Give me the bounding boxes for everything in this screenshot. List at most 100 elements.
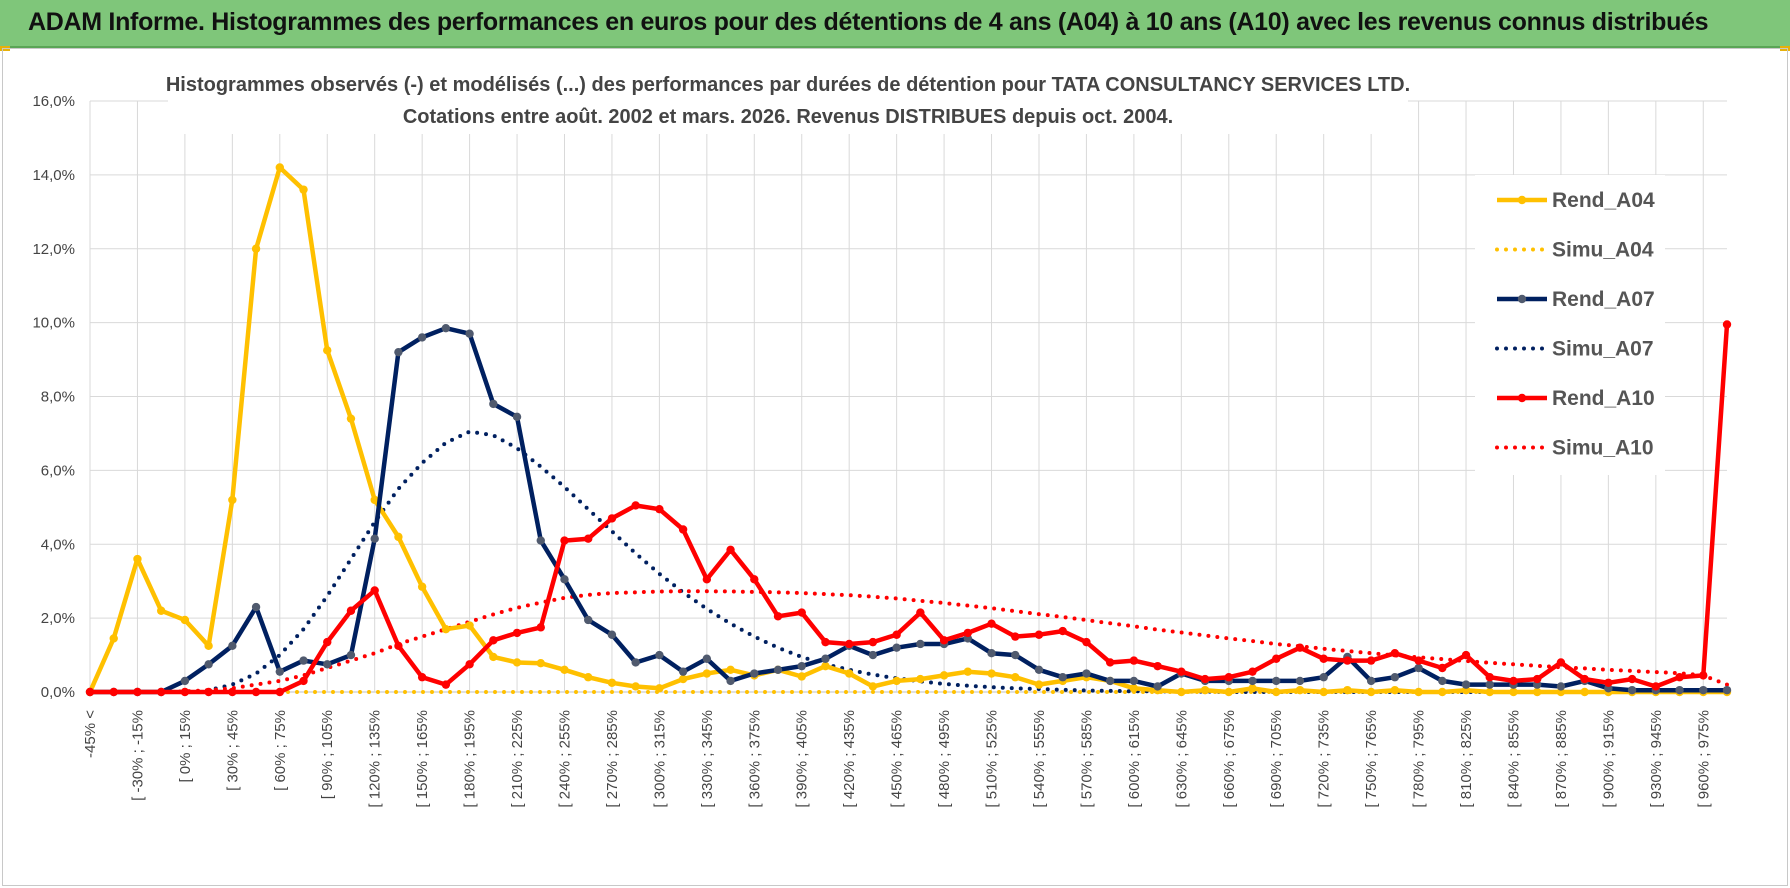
data-point: [346, 414, 356, 423]
data-point: [584, 615, 593, 625]
data-point: [1604, 678, 1613, 687]
x-tick-label: [ 60% ; 75%: [272, 710, 289, 791]
data-point: [323, 660, 332, 669]
data-point: [916, 674, 925, 684]
data-point: [441, 625, 451, 634]
x-tick-label: [ 30% ; 45%: [224, 710, 241, 791]
data-point: [1461, 680, 1471, 689]
data-point: [228, 495, 237, 505]
data-point: [133, 687, 142, 697]
data-point: [916, 608, 925, 617]
legend-marker: [1517, 294, 1527, 304]
data-point: [180, 687, 190, 697]
data-point: [1651, 682, 1661, 691]
x-tick-label: [ 840% ; 855%: [1505, 710, 1522, 808]
legend-label: Simu_A10: [1552, 437, 1654, 460]
data-point: [1224, 673, 1233, 682]
series-line-rend-a10: [90, 324, 1730, 695]
data-point: [1105, 676, 1115, 686]
data-point: [299, 676, 308, 686]
y-tick-label: 4,0%: [41, 536, 75, 553]
data-point: [1366, 656, 1376, 665]
data-point: [1248, 684, 1257, 693]
x-tick-label: [ 150% ; 165%: [414, 710, 431, 808]
x-tick-label: [ 540% ; 555%: [1031, 710, 1048, 808]
data-point: [773, 665, 783, 675]
data-point: [607, 630, 617, 639]
data-point: [417, 673, 427, 682]
data-point: [607, 514, 617, 523]
data-point: [536, 623, 545, 632]
data-point: [1248, 667, 1257, 676]
data-point: [1177, 687, 1186, 697]
y-tick-label: 10,0%: [32, 315, 75, 332]
data-point: [1438, 687, 1447, 697]
data-point: [204, 687, 213, 697]
y-tick-label: 16,0%: [32, 93, 75, 110]
data-point: [1580, 674, 1589, 684]
x-tick-label: [ 480% ; 495%: [936, 710, 953, 808]
data-point: [489, 636, 498, 645]
data-point: [1034, 680, 1044, 689]
x-tick-label: [ 780% ; 795%: [1411, 710, 1428, 808]
data-point: [1485, 687, 1494, 697]
data-point: [394, 347, 403, 357]
legend-marker: [1517, 195, 1527, 205]
x-tick-label: [ 660% ; 675%: [1221, 710, 1238, 808]
data-point: [678, 674, 688, 684]
data-point: [156, 687, 166, 697]
data-point: [726, 545, 735, 554]
data-point: [1699, 685, 1708, 695]
x-tick-label: [ 300% ; 315%: [651, 710, 668, 808]
data-point: [987, 669, 996, 678]
data-point: [417, 582, 427, 591]
data-point: [204, 660, 213, 669]
series-line-rend-a04: [87, 165, 1727, 695]
data-point: [655, 650, 664, 660]
data-point: [1248, 676, 1257, 686]
data-point: [631, 682, 640, 691]
data-point: [1295, 685, 1305, 695]
gridlines: [89, 100, 1727, 693]
data-point: [797, 672, 806, 681]
data-point: [987, 619, 996, 628]
legend-label: Rend_A04: [1552, 189, 1655, 212]
data-point: [1675, 673, 1684, 682]
chart-frame: [2, 48, 1788, 886]
x-tick-label: [ 750% ; 765%: [1363, 710, 1380, 808]
x-tick-label: [ 450% ; 465%: [889, 710, 906, 808]
data-point: [963, 667, 973, 676]
x-tick-label: [ 90% ; 105%: [319, 710, 336, 799]
data-point: [1414, 687, 1423, 697]
chart-title-line1: Histogrammes observés (-) et modélisés (…: [166, 74, 1410, 96]
data-point: [417, 333, 427, 342]
data-point: [821, 637, 830, 647]
data-point: [346, 650, 356, 660]
y-tick-label: 0,0%: [41, 684, 75, 701]
data-point: [1177, 667, 1186, 676]
data-point: [1082, 637, 1091, 647]
legend-label: Simu_A07: [1552, 338, 1654, 361]
data-point: [1485, 673, 1494, 682]
x-tick-label: [ 720% ; 735%: [1316, 710, 1333, 808]
data-point: [1366, 676, 1376, 686]
data-point: [868, 650, 878, 660]
chart-title-line2: Cotations entre août. 2002 et mars. 2026…: [403, 106, 1173, 128]
chart-title-background: [168, 70, 1408, 134]
y-tick-label: 6,0%: [41, 462, 75, 479]
data-point: [1295, 676, 1305, 686]
data-point: [1485, 680, 1494, 689]
data-point: [702, 669, 712, 678]
data-point: [1295, 643, 1305, 652]
data-point: [1390, 649, 1400, 658]
data-point: [1580, 687, 1589, 697]
data-point: [1129, 656, 1139, 665]
data-point: [1129, 684, 1139, 693]
x-tick-label: [ 420% ; 435%: [841, 710, 858, 808]
data-point: [299, 185, 308, 194]
data-point: [275, 687, 284, 697]
legend-background: [1475, 175, 1665, 475]
data-point: [1319, 654, 1328, 663]
data-point: [180, 615, 190, 625]
data-point: [323, 637, 332, 647]
